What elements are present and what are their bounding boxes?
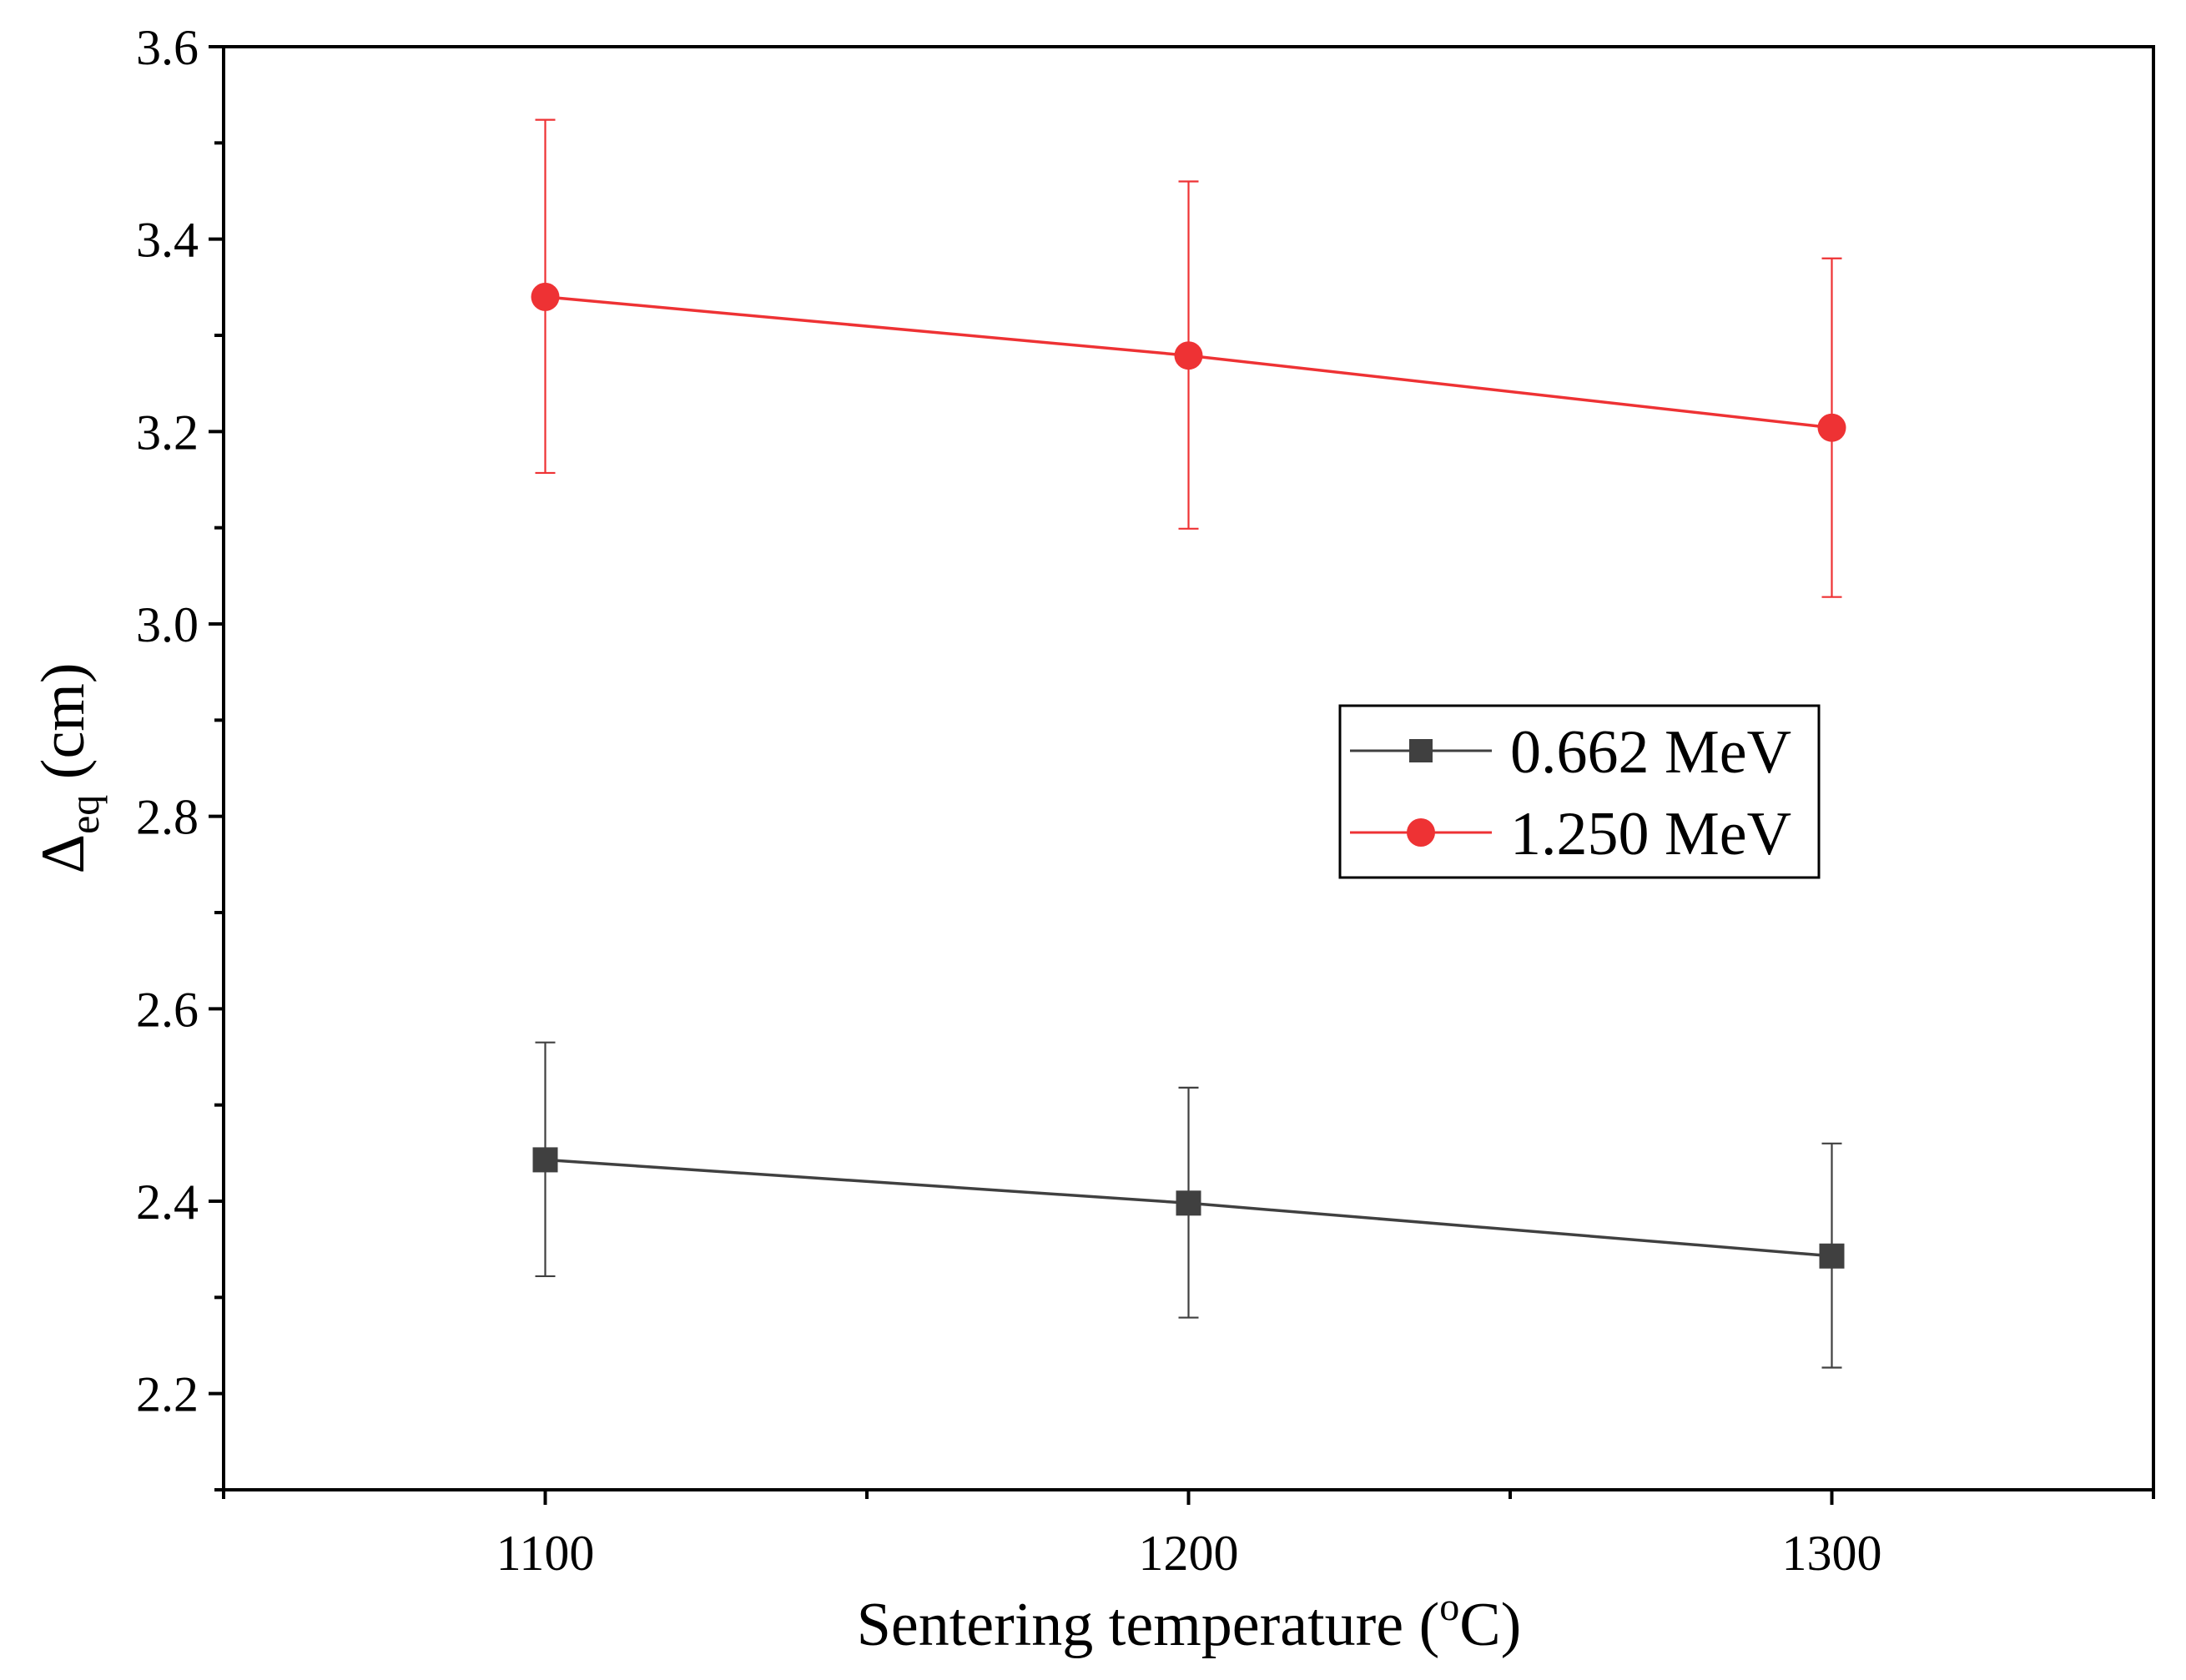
y-tick-label: 3.0 — [136, 597, 199, 652]
series-layer — [531, 118, 1846, 1369]
legend-marker-circle — [1407, 818, 1435, 847]
legend: 0.662 MeV 1.250 MeV — [1338, 704, 1821, 879]
data-point-square — [1176, 1190, 1201, 1216]
x-tick-label: 1300 — [1782, 1526, 1882, 1581]
legend-marker-square — [1409, 739, 1433, 762]
y-tick-label: 2.8 — [136, 790, 199, 845]
y-tick-label: 3.6 — [136, 20, 199, 75]
data-point-circle — [1817, 413, 1846, 442]
y-tick-label: 3.2 — [136, 405, 199, 460]
y-axis-title-subscript: eq — [61, 795, 108, 834]
y-tick-label: 2.4 — [136, 1174, 199, 1230]
y-tick-label: 2.2 — [136, 1367, 199, 1422]
plot-frame — [222, 45, 2155, 1491]
x-tick-labels: 1100 1200 1300 — [496, 1526, 1882, 1581]
data-point-square — [1819, 1243, 1845, 1269]
data-point-circle — [531, 282, 560, 311]
x-tick-label: 1200 — [1139, 1526, 1239, 1581]
x-axis-title-superscript: o — [1439, 1585, 1459, 1629]
series-1250 — [531, 118, 1846, 598]
y-tick-label: 3.4 — [136, 213, 199, 268]
series-0662 — [532, 1041, 1845, 1369]
legend-label-0662: 0.662 MeV — [1510, 718, 1791, 787]
data-point-square — [532, 1147, 558, 1173]
x-axis-title: Sentering temperature (oC) — [857, 1585, 1522, 1659]
y-tick-labels: 2.2 2.4 2.6 2.8 3.0 3.2 3.4 3.6 — [136, 20, 199, 1422]
legend-label-1250: 1.250 MeV — [1510, 800, 1791, 868]
data-point-circle — [1174, 341, 1203, 370]
legend-entry-0662: 0.662 MeV — [1350, 718, 1791, 787]
x-tick-label: 1100 — [496, 1526, 595, 1581]
y-axis-title: Δeq (cm) — [29, 663, 108, 874]
axis-ticks — [209, 45, 2155, 1505]
legend-entry-1250: 1.250 MeV — [1350, 800, 1791, 868]
legend-box — [1338, 704, 1821, 879]
y-tick-label: 2.6 — [136, 982, 199, 1037]
